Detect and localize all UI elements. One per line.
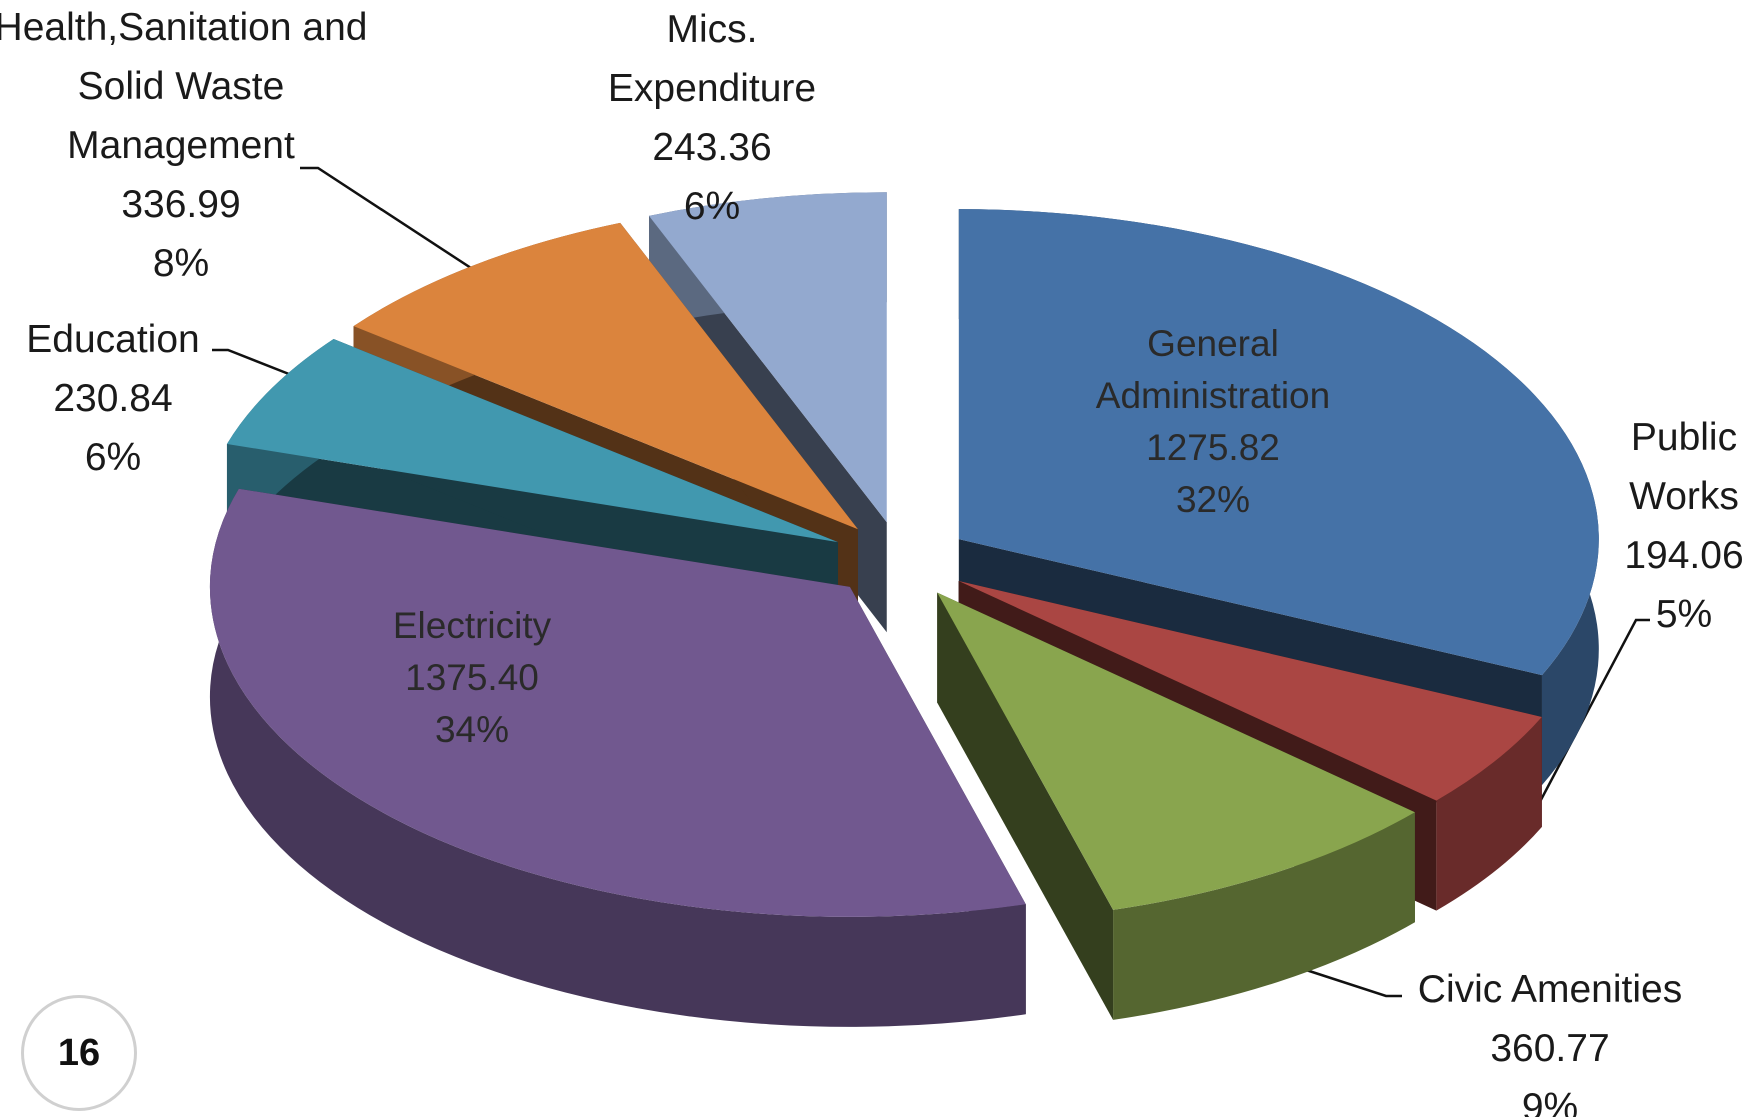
data-label: Electricity 1375.40 34% [322, 600, 622, 756]
percent-label: 32% [1175, 479, 1251, 520]
value-label: 360.77 [1490, 1027, 1610, 1070]
category-label: Public Works [1629, 416, 1739, 518]
slice [209, 488, 1026, 1027]
percent-label: 6% [84, 436, 142, 479]
leader-line [212, 348, 295, 378]
leader-line [1299, 966, 1402, 998]
slice-side [937, 592, 1114, 1020]
leader-lines [212, 166, 1650, 998]
category-label: Civic Amenities [1417, 968, 1683, 1011]
slice-top [958, 580, 1542, 801]
category-label: Electricity [392, 605, 552, 646]
slice-wall [1436, 716, 1542, 911]
value-label: 1375.40 [405, 657, 539, 698]
leader-line [300, 166, 498, 287]
data-label: Mics. Expenditure 243.36 6% [572, 0, 852, 236]
percent-label: 34% [434, 709, 510, 750]
slice [937, 592, 1415, 1020]
data-label: Health,Sanitation and Solid Waste Manage… [0, 0, 371, 293]
slice-top [353, 222, 858, 530]
category-label: Education [26, 318, 200, 361]
slice-wall [209, 488, 1026, 1027]
data-label: Public Works 194.06 5% [1604, 408, 1763, 644]
data-label: Education 230.84 6% [0, 310, 228, 487]
category-label: General Administration [1095, 323, 1331, 416]
slice-top [209, 488, 1026, 917]
percent-label: 8% [152, 242, 210, 285]
data-label: Civic Amenities 360.77 9% [1390, 960, 1710, 1117]
slice-top [226, 338, 838, 543]
value-label: 230.84 [53, 377, 173, 420]
value-label: 243.36 [652, 126, 772, 169]
slice-wall [1113, 812, 1415, 1020]
category-label: Mics. Expenditure [607, 8, 817, 110]
percent-label: 5% [1655, 593, 1713, 636]
slice-top [648, 192, 887, 523]
slice-top [937, 592, 1415, 910]
percent-label: 9% [1521, 1086, 1579, 1117]
percent-label: 6% [683, 185, 741, 228]
value-label: 336.99 [121, 183, 241, 226]
category-label: Health,Sanitation and Solid Waste Manage… [0, 6, 368, 167]
leader-line [1523, 618, 1650, 831]
value-label: 1275.82 [1146, 427, 1280, 468]
slice-top [958, 209, 1599, 676]
value-label: 194.06 [1624, 534, 1744, 577]
page-number: 16 [21, 995, 137, 1111]
data-label: General Administration 1275.82 32% [1063, 318, 1363, 526]
